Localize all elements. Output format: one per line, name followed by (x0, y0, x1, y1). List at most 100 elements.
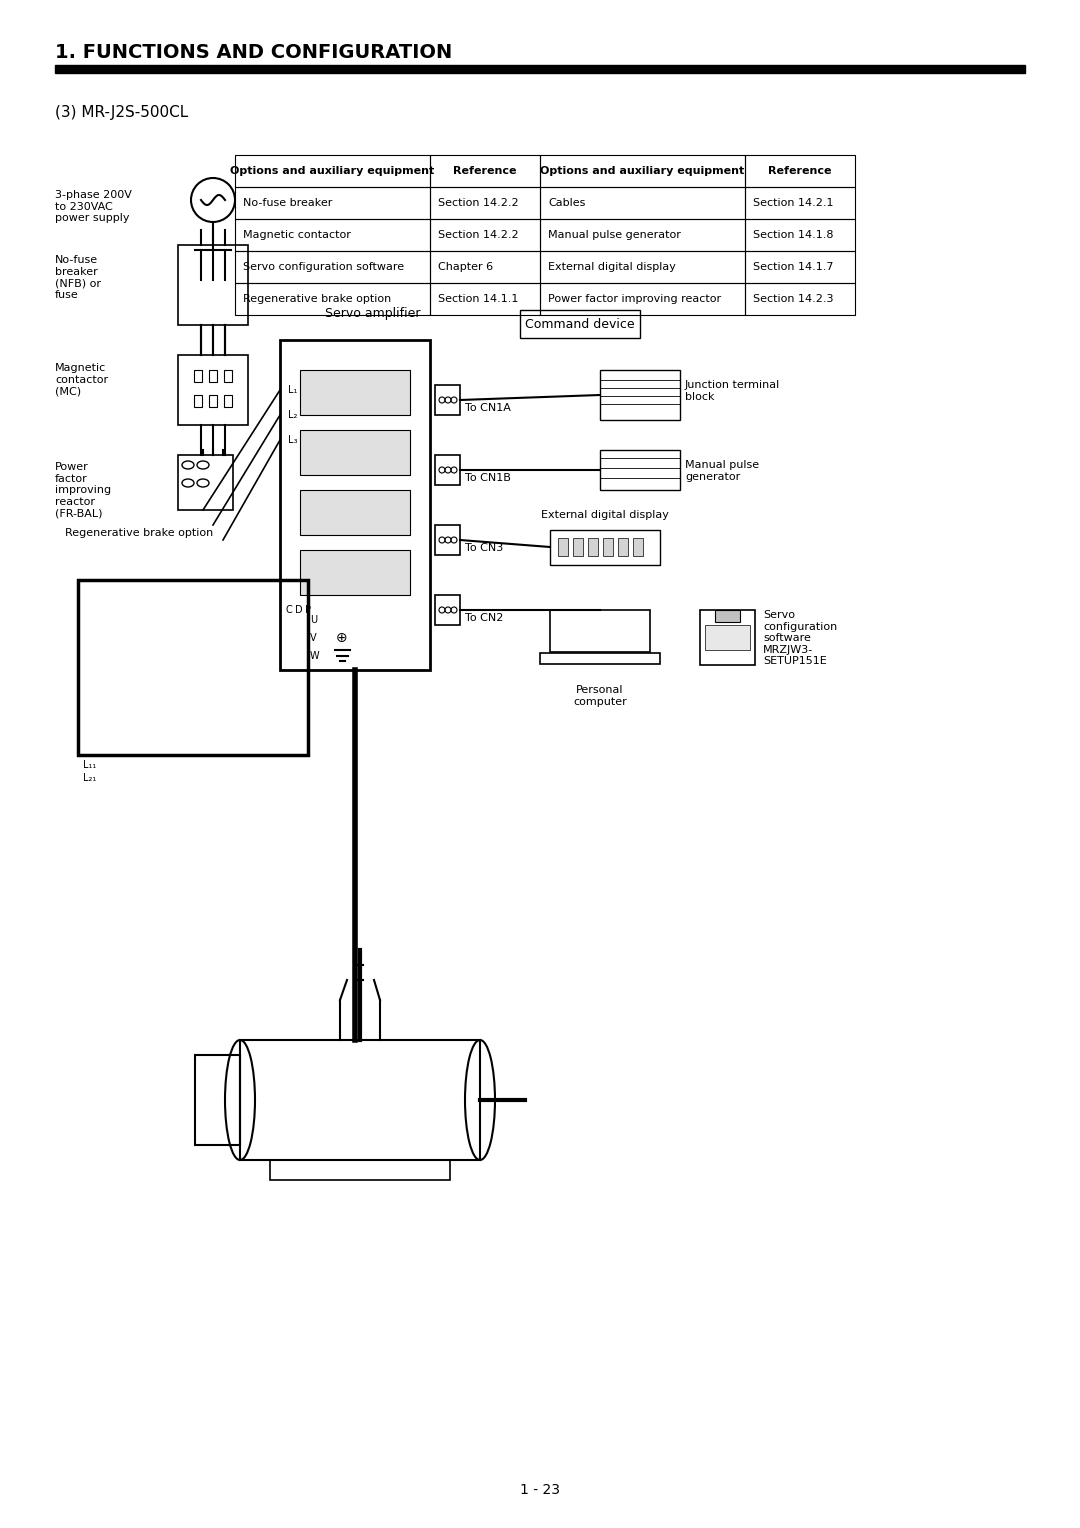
Text: L₂₁: L₂₁ (83, 773, 96, 782)
Bar (430, 219, 540, 251)
Bar (210, 396, 217, 406)
Bar (558, 538, 568, 556)
Text: Command device: Command device (525, 318, 635, 330)
Bar (430, 251, 540, 283)
Text: To CN1A: To CN1A (465, 403, 511, 413)
Text: 1. FUNCTIONS AND CONFIGURATION: 1. FUNCTIONS AND CONFIGURATION (55, 43, 453, 63)
Bar (600, 370, 680, 420)
Bar (270, 1160, 450, 1180)
Bar (700, 610, 755, 665)
Text: No-fuse breaker: No-fuse breaker (243, 199, 333, 208)
Bar (540, 219, 745, 251)
Bar (745, 283, 855, 315)
Bar (235, 283, 430, 315)
Bar (430, 283, 540, 315)
Text: Section 14.1.1: Section 14.1.1 (438, 293, 518, 304)
Bar (540, 251, 745, 283)
Bar (745, 251, 855, 283)
Text: External digital display: External digital display (541, 510, 669, 520)
Bar (300, 490, 410, 535)
Text: To CN2: To CN2 (465, 613, 503, 623)
Text: Power factor improving reactor: Power factor improving reactor (548, 293, 721, 304)
Bar (435, 526, 460, 555)
Text: Reference: Reference (768, 167, 832, 176)
Bar (603, 538, 613, 556)
Text: Manual pulse generator: Manual pulse generator (548, 231, 680, 240)
Text: W: W (310, 651, 320, 662)
Bar (430, 154, 540, 186)
Text: Section 14.2.1: Section 14.2.1 (753, 199, 834, 208)
Bar (715, 610, 740, 622)
Bar (540, 654, 660, 663)
Bar (435, 385, 460, 416)
Text: To CN3: To CN3 (465, 542, 503, 553)
Bar (224, 396, 232, 406)
Text: Servo
configuration
software
MRZJW3-
SETUP151E: Servo configuration software MRZJW3- SET… (762, 610, 837, 666)
Bar (519, 310, 640, 338)
Text: L₂: L₂ (288, 410, 297, 420)
Bar (78, 581, 308, 755)
Bar (235, 251, 430, 283)
Text: Chapter 6: Chapter 6 (438, 261, 494, 272)
Bar (194, 370, 202, 382)
Bar (55, 66, 1025, 73)
Text: L₁₁: L₁₁ (83, 759, 96, 770)
Bar (235, 186, 430, 219)
Bar (745, 219, 855, 251)
Bar (745, 154, 855, 186)
Text: Cables: Cables (548, 199, 585, 208)
Bar (235, 154, 430, 186)
Bar (435, 455, 460, 484)
Bar (178, 455, 233, 510)
Bar (573, 538, 583, 556)
Text: Section 14.2.2: Section 14.2.2 (438, 199, 518, 208)
Bar (600, 451, 680, 490)
Text: L₁: L₁ (288, 385, 297, 396)
Text: ⊕: ⊕ (336, 631, 348, 645)
Bar (540, 283, 745, 315)
Text: Power
factor
improving
reactor
(FR-BAL): Power factor improving reactor (FR-BAL) (55, 461, 111, 518)
Bar (618, 538, 627, 556)
Bar (240, 1041, 480, 1160)
Bar (540, 154, 745, 186)
Bar (550, 610, 650, 652)
Text: Section 14.1.7: Section 14.1.7 (753, 261, 834, 272)
Text: Section 14.2.3: Section 14.2.3 (753, 293, 834, 304)
Bar (178, 354, 248, 425)
Bar (550, 530, 660, 565)
Text: L₃: L₃ (288, 435, 297, 445)
Bar (194, 396, 202, 406)
Text: V: V (310, 633, 316, 643)
Bar (633, 538, 643, 556)
Text: 3-phase 200V
to 230VAC
power supply: 3-phase 200V to 230VAC power supply (55, 189, 132, 223)
Bar (300, 550, 410, 594)
Text: External digital display: External digital display (548, 261, 676, 272)
Text: Regenerative brake option: Regenerative brake option (65, 529, 213, 538)
Text: U: U (310, 614, 318, 625)
Text: Section 14.1.8: Section 14.1.8 (753, 231, 834, 240)
Text: (3) MR-J2S-500CL: (3) MR-J2S-500CL (55, 105, 188, 121)
Text: Junction terminal
block: Junction terminal block (685, 380, 780, 402)
Text: Personal
computer: Personal computer (573, 685, 626, 706)
Text: No-fuse
breaker
(NFB) or
fuse: No-fuse breaker (NFB) or fuse (55, 255, 102, 299)
Bar (195, 1054, 240, 1144)
Text: D: D (295, 605, 302, 614)
Bar (588, 538, 598, 556)
Bar (540, 186, 745, 219)
Bar (235, 219, 430, 251)
Text: Servo amplifier: Servo amplifier (325, 307, 420, 319)
Bar (300, 429, 410, 475)
Bar (745, 186, 855, 219)
Text: Options and auxiliary equipment: Options and auxiliary equipment (540, 167, 744, 176)
Text: Manual pulse
generator: Manual pulse generator (685, 460, 759, 481)
Bar (705, 625, 750, 649)
Bar (430, 186, 540, 219)
Bar (224, 370, 232, 382)
Text: Magnetic
contactor
(MC): Magnetic contactor (MC) (55, 364, 108, 396)
Text: To CN1B: To CN1B (465, 474, 511, 483)
Bar (435, 594, 460, 625)
Text: Options and auxiliary equipment: Options and auxiliary equipment (230, 167, 434, 176)
Text: C: C (285, 605, 292, 614)
Bar (178, 244, 248, 325)
Text: Section 14.2.2: Section 14.2.2 (438, 231, 518, 240)
